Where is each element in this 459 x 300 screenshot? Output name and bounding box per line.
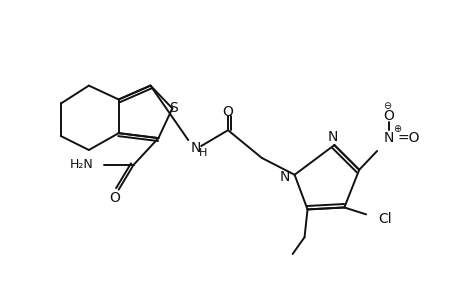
- Text: =O: =O: [397, 131, 419, 145]
- Text: S: S: [168, 101, 177, 116]
- Text: O: O: [222, 105, 233, 119]
- Text: N: N: [279, 170, 289, 184]
- Text: O: O: [383, 109, 394, 123]
- Text: O: O: [109, 190, 120, 205]
- Text: ⊕: ⊕: [392, 124, 400, 134]
- Text: N: N: [326, 130, 337, 144]
- Text: Cl: Cl: [377, 212, 391, 226]
- Text: H: H: [199, 148, 207, 158]
- Text: N: N: [190, 141, 201, 155]
- Text: H₂N: H₂N: [70, 158, 94, 171]
- Text: ⊖: ⊖: [382, 101, 390, 111]
- Text: N: N: [383, 131, 393, 145]
